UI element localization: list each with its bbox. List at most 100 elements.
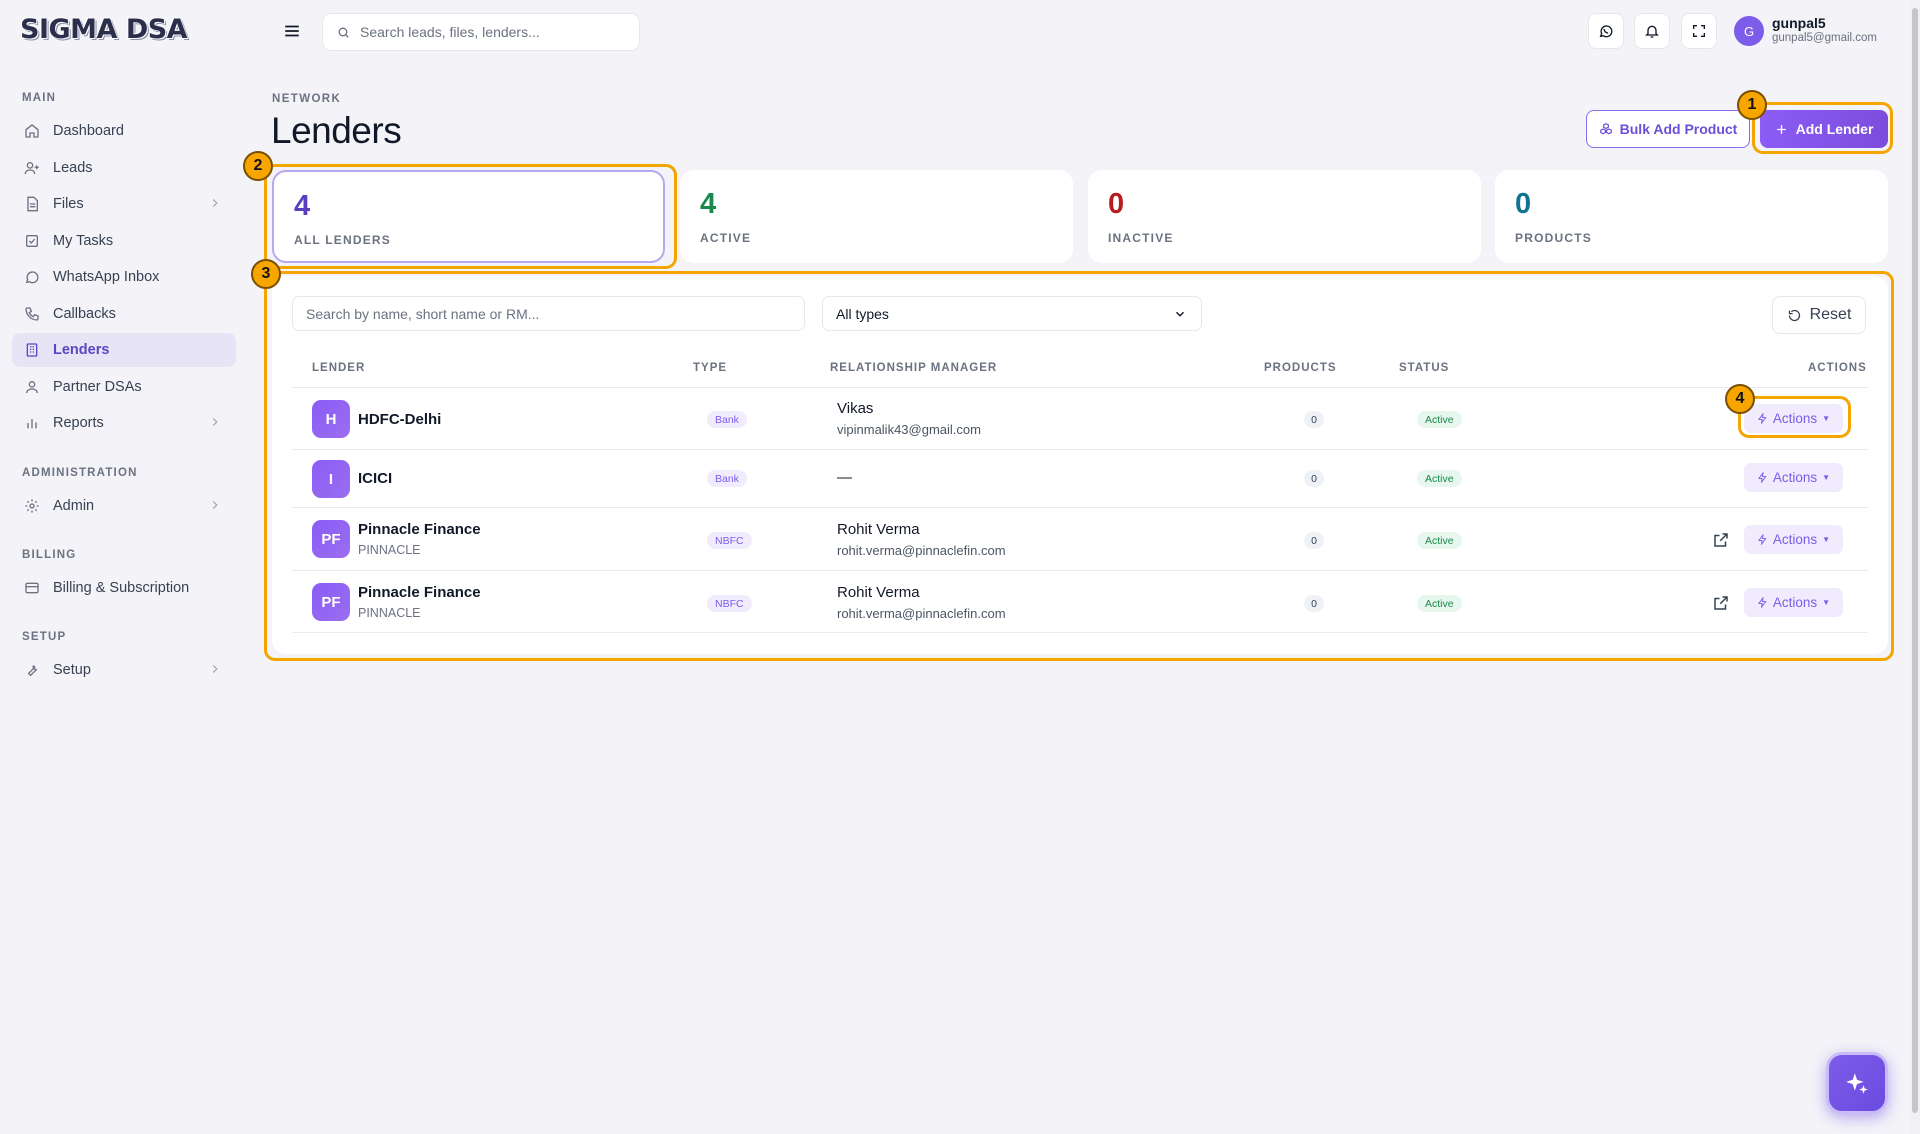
plus-icon (1776, 124, 1786, 134)
hamburger-icon (285, 25, 299, 37)
credit-card-icon (25, 582, 39, 594)
sidebar-item-lenders[interactable]: Lenders (12, 333, 236, 367)
sidebar-item-callbacks[interactable]: Callbacks (12, 297, 236, 331)
bolt-icon (1757, 413, 1767, 424)
sidebar-item-label: Lenders (53, 342, 110, 358)
section-setup-label: SETUP (22, 631, 67, 643)
rm-name: Rohit Verma (837, 584, 920, 601)
stat-card-all-lenders[interactable]: 4 ALL LENDERS (272, 170, 665, 263)
type-filter-select[interactable]: All types (822, 296, 1202, 331)
ai-assistant-button[interactable] (1826, 1052, 1888, 1114)
table-row[interactable]: PF Pinnacle Finance PINNACLE NBFC Rohit … (292, 570, 1868, 633)
add-lender-button[interactable]: Add Lender (1760, 110, 1888, 148)
lender-name[interactable]: HDFC-Delhi (358, 411, 442, 428)
sidebar-item-setup[interactable]: Setup (12, 653, 236, 687)
table-row[interactable]: H HDFC-Delhi Bank Vikas vipinmalik43@gma… (292, 387, 1868, 449)
sidebar-item-label: Callbacks (53, 306, 116, 322)
actions-label: Actions (1772, 595, 1818, 610)
stat-card-inactive[interactable]: 0 INACTIVE (1088, 170, 1481, 263)
actions-button[interactable]: Actions ▼ (1744, 588, 1843, 617)
callout-badge-1: 1 (1737, 90, 1767, 120)
stat-value: 0 (1515, 188, 1532, 220)
callout-badge-2: 2 (243, 151, 273, 181)
stat-label: ACTIVE (700, 231, 752, 245)
stat-value: 4 (700, 188, 717, 220)
stat-card-active[interactable]: 4 ACTIVE (680, 170, 1073, 263)
sidebar-item-files[interactable]: Files (12, 187, 236, 221)
actions-button[interactable]: Actions ▼ (1744, 463, 1843, 492)
reset-label: Reset (1809, 306, 1852, 323)
fullscreen-icon (1693, 25, 1705, 37)
lender-search-input[interactable] (292, 296, 805, 331)
rm-name: Vikas (837, 400, 874, 417)
users-icon (26, 381, 38, 394)
sidebar-item-label: Files (53, 196, 84, 212)
whatsapp-button[interactable] (1588, 13, 1624, 49)
menu-toggle-button[interactable] (274, 13, 310, 49)
user-plus-icon (24, 162, 39, 175)
sidebar-item-label: Leads (53, 160, 93, 176)
caret-down-icon: ▼ (1822, 598, 1831, 607)
bolt-icon (1757, 597, 1767, 608)
notifications-button[interactable] (1634, 13, 1670, 49)
scrollbar-thumb[interactable] (1912, 8, 1918, 1113)
sidebar-item-whatsapp-inbox[interactable]: WhatsApp Inbox (12, 260, 236, 294)
column-header-products: PRODUCTS (1264, 362, 1337, 374)
bulk-add-product-button[interactable]: Bulk Add Product (1586, 110, 1750, 148)
breadcrumb: NETWORK (272, 93, 342, 105)
chevron-right-icon (212, 501, 218, 509)
section-administration-label: ADMINISTRATION (22, 467, 138, 479)
chevron-down-icon (1176, 311, 1184, 317)
page-scrollbar[interactable] (1910, 0, 1920, 1134)
rm-email: rohit.verma@pinnaclefin.com (837, 606, 1006, 621)
actions-button[interactable]: Actions ▼ (1744, 525, 1843, 554)
column-header-actions: ACTIONS (1808, 362, 1867, 374)
sidebar-item-admin[interactable]: Admin (12, 489, 236, 523)
lender-name[interactable]: ICICI (358, 470, 393, 487)
column-header-status: STATUS (1399, 362, 1450, 374)
check-square-icon (26, 235, 38, 247)
file-icon (27, 196, 38, 212)
global-search[interactable] (322, 13, 640, 51)
brand-logo[interactable]: SIGMA DSA (20, 14, 188, 45)
actions-button[interactable]: Actions ▼ (1744, 404, 1843, 433)
sidebar-item-my-tasks[interactable]: My Tasks (12, 224, 236, 258)
external-link-icon[interactable] (1712, 531, 1730, 549)
sidebar-item-partner-dsas[interactable]: Partner DSAs (12, 370, 236, 404)
stat-value: 4 (294, 190, 311, 222)
gear-icon (25, 499, 39, 513)
column-header-rm: RELATIONSHIP MANAGER (830, 362, 998, 374)
fullscreen-button[interactable] (1681, 13, 1717, 49)
sidebar-item-dashboard[interactable]: Dashboard (12, 114, 236, 148)
lender-name[interactable]: Pinnacle Finance (358, 584, 481, 601)
boxes-icon (1599, 123, 1612, 135)
section-main-label: MAIN (22, 92, 57, 104)
lender-name[interactable]: Pinnacle Finance (358, 521, 481, 538)
sidebar-item-leads[interactable]: Leads (12, 151, 236, 185)
rm-email: vipinmalik43@gmail.com (837, 422, 981, 437)
chevron-right-icon (212, 665, 218, 673)
actions-label: Actions (1772, 532, 1818, 547)
sidebar: SIGMA DSA MAIN Dashboard Leads Files My … (0, 0, 248, 1134)
bell-icon (1645, 25, 1659, 38)
avatar[interactable]: G (1734, 16, 1764, 46)
stat-card-products[interactable]: 0 PRODUCTS (1495, 170, 1888, 263)
rm-name: Rohit Verma (837, 521, 920, 538)
type-filter-value: All types (836, 305, 889, 322)
reset-button[interactable]: Reset (1772, 296, 1866, 334)
table-row[interactable]: I ICICI Bank — 0 Active Actions ▼ (292, 449, 1868, 507)
phone-icon (25, 307, 39, 321)
table-row[interactable]: PF Pinnacle Finance PINNACLE NBFC Rohit … (292, 507, 1868, 570)
user-email: gunpal5@gmail.com (1772, 32, 1878, 44)
stat-label: INACTIVE (1108, 231, 1174, 245)
external-link-icon[interactable] (1712, 594, 1730, 612)
sidebar-item-label: My Tasks (53, 233, 114, 249)
sidebar-item-billing[interactable]: Billing & Subscription (12, 571, 236, 605)
search-input[interactable] (360, 24, 630, 40)
column-header-lender: LENDER (312, 362, 366, 374)
lender-short-name: PINNACLE (358, 543, 421, 557)
add-lender-label: Add Lender (1795, 121, 1874, 137)
caret-down-icon: ▼ (1822, 473, 1831, 482)
sidebar-item-reports[interactable]: Reports (12, 406, 236, 440)
user-name[interactable]: gunpal5 (1772, 15, 1826, 31)
